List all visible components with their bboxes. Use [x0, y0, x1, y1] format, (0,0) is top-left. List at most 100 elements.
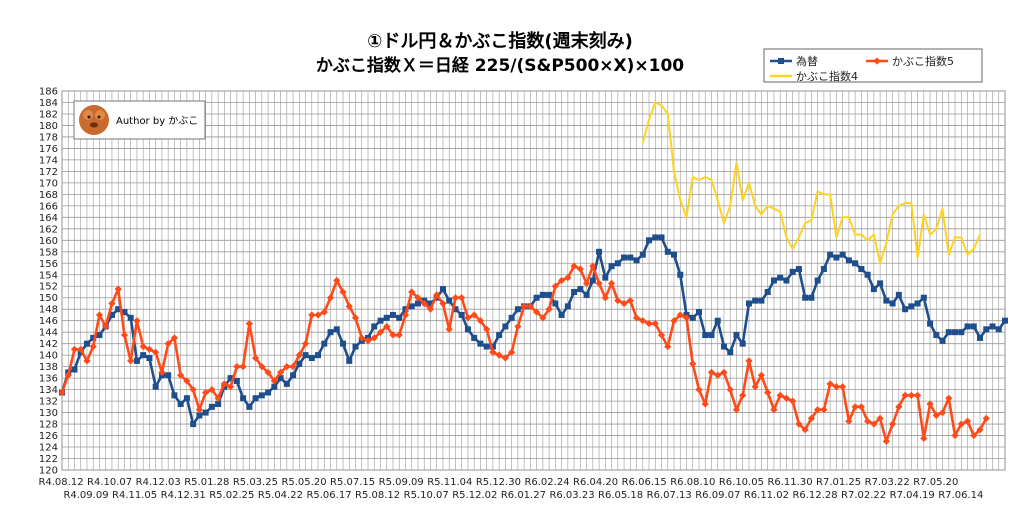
point-kabuko5: [789, 397, 797, 405]
point-usdjpy: [895, 291, 902, 298]
point-kabuko5: [607, 279, 616, 287]
point-kabuko5: [851, 403, 859, 411]
point-usdjpy: [702, 332, 709, 339]
point-kabuko5: [133, 317, 141, 325]
point-kabuko5: [545, 305, 553, 313]
x-tick-label: R6.12.28: [792, 490, 837, 501]
x-tick-label: R6.10.05: [719, 477, 764, 488]
y-tick-label: 150: [39, 293, 58, 304]
point-kabuko5: [152, 348, 160, 356]
point-kabuko5: [970, 431, 978, 440]
author-label: Author by かぶこ: [116, 115, 198, 127]
point-kabuko5: [976, 426, 984, 434]
point-usdjpy: [577, 286, 584, 293]
point-kabuko5: [814, 406, 822, 414]
legend: 為替 かぶこ指数5 かぶこ指数4: [763, 48, 983, 83]
point-kabuko5: [70, 345, 79, 354]
point-kabuko4: [704, 176, 707, 179]
point-kabuko4: [922, 213, 925, 216]
point-usdjpy: [115, 306, 122, 313]
author-box: Author by かぶこ: [73, 100, 206, 140]
point-usdjpy: [427, 300, 434, 307]
point-kabuko5: [233, 363, 241, 371]
x-tick-label: R4.11.05: [112, 490, 157, 501]
point-kabuko5: [364, 337, 372, 345]
point-kabuko4: [685, 216, 688, 219]
point-kabuko5: [870, 420, 878, 428]
y-tick-label: 156: [39, 259, 58, 270]
point-kabuko5: [695, 386, 703, 394]
point-kabuko4: [954, 236, 956, 239]
point-usdjpy: [758, 297, 765, 304]
point-usdjpy: [552, 300, 559, 307]
y-tick-label: 120: [39, 466, 58, 477]
point-kabuko4: [935, 227, 938, 230]
point-usdjpy: [146, 355, 153, 362]
x-tick-label: R4.10.07: [87, 477, 132, 488]
point-usdjpy: [958, 329, 965, 336]
point-usdjpy: [889, 300, 896, 307]
point-usdjpy: [152, 383, 159, 390]
y-tick-label: 166: [39, 201, 58, 212]
point-kabuko5: [764, 388, 772, 397]
point-usdjpy: [396, 314, 403, 321]
point-kabuko5: [358, 334, 366, 342]
point-usdjpy: [646, 237, 653, 244]
point-kabuko5: [932, 411, 940, 420]
point-usdjpy: [558, 311, 565, 318]
point-kabuko5: [227, 383, 235, 391]
point-usdjpy: [133, 357, 140, 364]
point-usdjpy: [908, 303, 915, 310]
point-kabuko5: [339, 288, 347, 296]
point-kabuko5: [189, 386, 197, 394]
y-axis: 1201221241261281301321341361381401421441…: [39, 87, 58, 477]
point-kabuko5: [601, 294, 609, 302]
x-tick-label: R6.06.15: [622, 477, 667, 488]
point-usdjpy: [208, 403, 215, 410]
point-usdjpy: [90, 334, 97, 341]
point-usdjpy: [533, 294, 540, 301]
point-kabuko4: [741, 199, 744, 202]
point-usdjpy: [315, 352, 322, 359]
point-kabuko5: [770, 406, 778, 414]
point-usdjpy: [902, 306, 909, 313]
point-kabuko4: [841, 216, 844, 219]
point-usdjpy: [858, 266, 865, 273]
point-kabuko4: [729, 204, 732, 207]
point-usdjpy: [171, 392, 178, 399]
point-usdjpy: [183, 395, 190, 402]
point-usdjpy: [877, 280, 884, 287]
point-kabuko5: [89, 342, 97, 351]
y-tick-label: 168: [39, 190, 58, 201]
point-kabuko5: [782, 394, 791, 402]
point-kabuko5: [114, 285, 122, 293]
y-tick-label: 152: [39, 282, 58, 293]
point-usdjpy: [852, 260, 859, 267]
point-kabuko5: [251, 354, 260, 362]
point-usdjpy: [627, 254, 634, 261]
point-usdjpy: [764, 288, 771, 295]
point-kabuko4: [854, 233, 857, 236]
point-kabuko5: [95, 311, 104, 319]
point-kabuko4: [698, 179, 700, 181]
point-usdjpy: [496, 332, 503, 339]
point-kabuko5: [876, 414, 884, 422]
point-kabuko4: [723, 222, 725, 224]
point-usdjpy: [995, 326, 1002, 333]
point-usdjpy: [508, 314, 515, 321]
point-usdjpy: [695, 309, 702, 316]
y-tick-label: 128: [39, 420, 58, 431]
x-tick-label: R7.06.14: [938, 490, 983, 501]
point-kabuko5: [164, 340, 172, 348]
point-kabuko5: [401, 311, 410, 319]
y-tick-label: 130: [39, 408, 58, 419]
point-kabuko5: [445, 325, 453, 333]
point-usdjpy: [983, 326, 990, 333]
point-kabuko5: [707, 368, 716, 376]
point-usdjpy: [671, 251, 678, 258]
point-usdjpy: [596, 248, 603, 255]
point-kabuko4: [766, 204, 769, 207]
x-tick-label: R6.01.27: [501, 490, 546, 501]
point-kabuko5: [945, 394, 953, 402]
x-tick-label: R7.03.22: [865, 477, 910, 488]
